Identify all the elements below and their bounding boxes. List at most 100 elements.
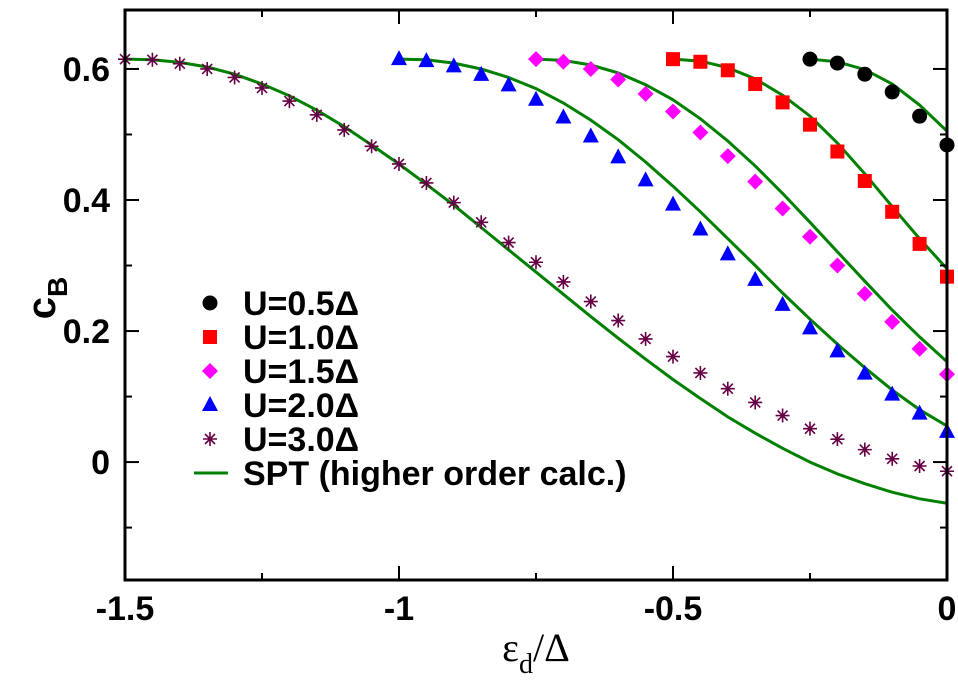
- data-point-star: [364, 139, 379, 154]
- legend-marker-square: [203, 330, 217, 344]
- spt-curves: [125, 57, 947, 505]
- legend-label: U=2.0Δ: [243, 387, 359, 425]
- data-point-star: [611, 313, 626, 328]
- y-axis-title: cB: [20, 277, 73, 319]
- x-axis-title-tail: /Δ: [533, 625, 570, 670]
- data-point-star: [172, 56, 187, 71]
- data-point-star: [419, 175, 434, 190]
- data-point-star: [337, 122, 352, 137]
- data-point-diamond: [692, 124, 709, 141]
- x-tick-label: -1.5: [96, 590, 155, 628]
- data-point-triangle: [884, 385, 901, 401]
- data-point-square: [748, 77, 763, 92]
- data-point-star: [638, 331, 653, 346]
- data-point-square: [830, 144, 845, 159]
- data-point-triangle: [418, 52, 435, 68]
- data-point-diamond: [829, 257, 846, 274]
- data-point-triangle: [500, 76, 517, 92]
- data-point-diamond: [610, 71, 627, 88]
- data-point-square: [666, 52, 680, 67]
- data-point-triangle: [829, 342, 846, 358]
- data-point-triangle: [582, 127, 599, 143]
- data-point-triangle: [911, 404, 928, 420]
- data-point-square: [857, 174, 872, 188]
- data-point-star: [693, 365, 708, 380]
- x-axis-title-sub: d: [519, 649, 533, 680]
- svg-text:cB: cB: [20, 277, 73, 319]
- data-point-diamond: [555, 53, 572, 70]
- legend-marker-star: [203, 432, 217, 446]
- data-point-star: [200, 61, 215, 76]
- y-axis-title-sub: B: [42, 277, 73, 297]
- data-point-star: [666, 349, 680, 364]
- y-tick-label: 0: [91, 444, 110, 482]
- data-point-triangle: [391, 50, 407, 66]
- data-point-star: [803, 421, 817, 436]
- data-point-diamond: [884, 313, 901, 330]
- data-point-square: [803, 117, 817, 132]
- data-point-star: [446, 195, 461, 210]
- data-point-star: [556, 274, 571, 289]
- data-point-star: [309, 107, 324, 122]
- x-tick-label: 0: [938, 590, 957, 628]
- data-point-star: [748, 395, 763, 410]
- data-point-triangle: [528, 90, 544, 106]
- svg-text:εd/Δ: εd/Δ: [502, 625, 570, 680]
- legend-label: U=3.0Δ: [243, 421, 359, 459]
- legend-marker-circle: [202, 295, 218, 311]
- data-point-diamond: [582, 60, 599, 77]
- data-point-triangle: [802, 319, 818, 335]
- data-point-circle: [884, 84, 900, 100]
- data-point-star: [830, 432, 845, 447]
- data-point-star: [501, 235, 516, 250]
- data-point-star: [392, 156, 406, 171]
- data-point-star: [145, 52, 160, 67]
- data-point-diamond: [528, 51, 544, 68]
- data-point-star: [255, 80, 269, 95]
- data-point-diamond: [665, 103, 681, 120]
- spt-curve: [398, 57, 947, 428]
- data-point-diamond: [911, 340, 928, 357]
- y-tick-label: 0.2: [63, 313, 110, 351]
- data-point-circle: [857, 66, 873, 82]
- data-point-star: [720, 381, 735, 396]
- data-point-triangle: [637, 171, 654, 187]
- y-tick-label: 0.4: [63, 182, 110, 220]
- x-axis-title-main: ε: [502, 625, 519, 670]
- data-point-square: [775, 95, 790, 110]
- data-point-star: [775, 408, 790, 423]
- plot-area: [118, 50, 955, 505]
- data-point-star: [912, 459, 927, 473]
- data-point-square: [720, 63, 735, 78]
- data-points: [118, 50, 955, 479]
- legend-label: U=1.5Δ: [243, 353, 359, 391]
- data-point-triangle: [692, 220, 709, 236]
- data-point-circle: [802, 51, 818, 67]
- data-point-star: [529, 255, 543, 270]
- y-tick-label: 0.6: [63, 51, 110, 89]
- data-point-triangle: [445, 57, 462, 73]
- spt-curve: [672, 57, 947, 270]
- data-point-square: [885, 204, 900, 219]
- data-point-circle: [829, 55, 845, 71]
- data-point-square: [693, 54, 708, 69]
- data-point-triangle: [747, 270, 764, 286]
- data-point-triangle: [555, 108, 572, 124]
- data-point-triangle: [856, 364, 873, 380]
- data-point-triangle: [774, 295, 791, 311]
- x-axis-title: εd/Δ: [502, 625, 570, 680]
- legend-label: U=1.0Δ: [243, 319, 359, 357]
- data-point-star: [583, 294, 598, 309]
- data-point-square: [912, 236, 927, 251]
- data-point-diamond: [747, 173, 764, 190]
- data-point-triangle: [665, 195, 681, 211]
- data-point-star: [885, 451, 900, 466]
- data-point-triangle: [473, 65, 490, 81]
- data-point-star: [857, 442, 872, 457]
- x-tick-label: -0.5: [644, 590, 703, 628]
- legend-label: U=0.5Δ: [243, 285, 359, 323]
- data-point-diamond: [802, 228, 818, 245]
